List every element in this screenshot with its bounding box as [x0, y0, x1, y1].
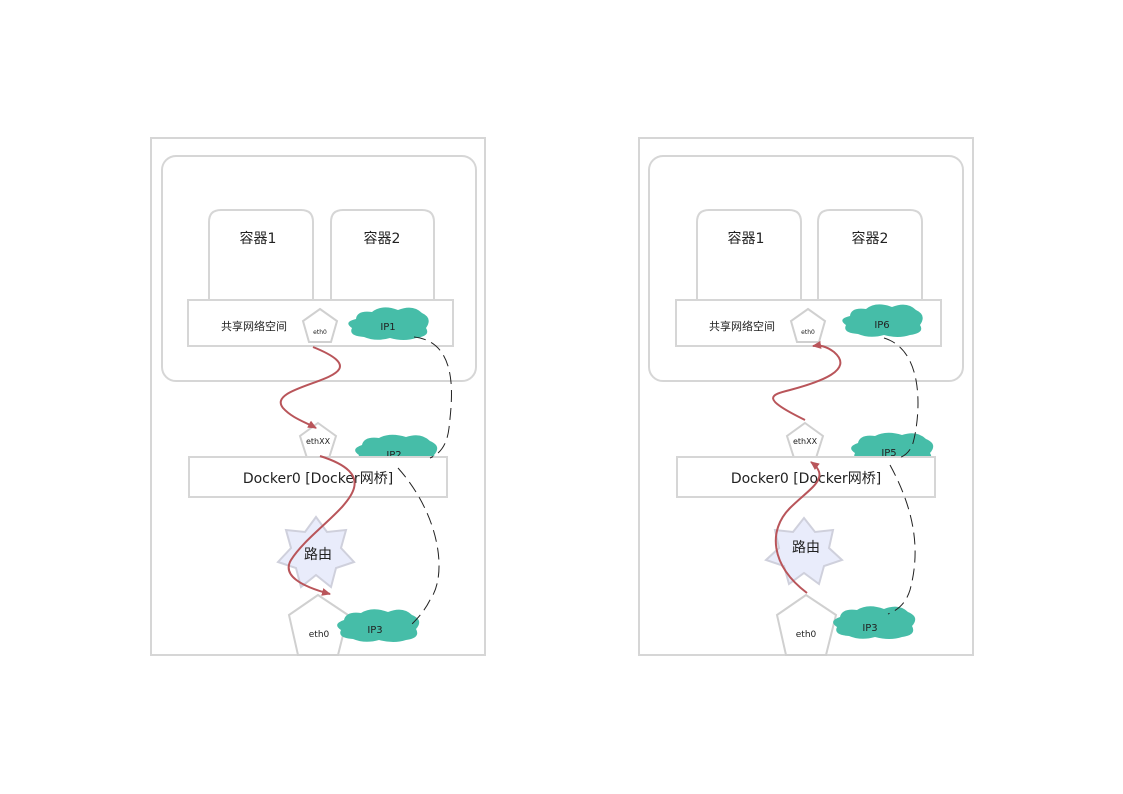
ip3-label: IP3 — [862, 623, 877, 634]
ip3-label: IP3 — [367, 625, 382, 636]
ethxx-label: ethXX — [306, 437, 331, 446]
container-2-label: 容器2 — [364, 230, 401, 247]
container-1-label: 容器1 — [728, 230, 765, 247]
ip2-label: IP2 — [386, 450, 401, 461]
container-1-box — [696, 209, 802, 300]
container-2-box — [330, 209, 435, 300]
dashed-link-ip6-ip5 — [883, 337, 919, 459]
route-arrow-ethxx-to-host-eth0 — [287, 455, 356, 596]
docker0-bridge-label: Docker0 [Docker网桥] — [243, 471, 393, 487]
docker0-bridge-box — [676, 456, 936, 498]
docker0-bridge-box — [188, 456, 448, 498]
router-label: 路由 — [792, 540, 820, 556]
host-eth0-pentagon — [775, 593, 838, 656]
route-arrow-host-eth0-to-ethxx — [774, 461, 821, 594]
ip3-cloud — [833, 606, 916, 639]
dashed-link-ip2-ip3 — [397, 467, 440, 627]
ip5-label: IP5 — [881, 448, 896, 459]
host-eth0-label: eth0 — [796, 630, 817, 640]
container-1-box — [208, 209, 314, 300]
dashed-link-ip5-ip3 — [887, 464, 916, 615]
router-label: 路由 — [304, 547, 332, 563]
inner-eth0-pentagon — [301, 307, 339, 343]
ip1-label: IP1 — [380, 322, 395, 333]
host-eth0-pentagon — [287, 593, 350, 656]
diagram-left: 容器1 容器2 共享网络空间 eth0 IP1 ethXX IP2 Docker… — [150, 137, 486, 656]
inner-eth0-label: eth0 — [313, 329, 327, 336]
ip6-cloud — [842, 304, 923, 337]
ip3-cloud — [337, 609, 420, 642]
container-2-box — [817, 209, 923, 300]
host-eth0-label: eth0 — [309, 630, 330, 640]
dashed-link-ip1-ip2 — [413, 336, 452, 459]
route-arrow-eth0-to-ethxx — [279, 346, 341, 429]
ethxx-label: ethXX — [793, 437, 818, 446]
docker0-bridge-label: Docker0 [Docker网桥] — [731, 471, 881, 487]
router-star — [276, 515, 356, 589]
container-1-label: 容器1 — [240, 230, 277, 247]
shared-network-namespace-label: 共享网络空间 — [221, 319, 287, 333]
container-2-label: 容器2 — [852, 230, 889, 247]
route-arrow-ethxx-to-inner-eth0 — [772, 340, 842, 421]
inner-eth0-pentagon — [789, 307, 827, 343]
inner-eth0-label: eth0 — [801, 329, 815, 336]
ip6-label: IP6 — [874, 320, 889, 331]
shared-network-namespace-label: 共享网络空间 — [709, 319, 775, 333]
diagram-right: 容器1 容器2 共享网络空间 eth0 IP6 ethXX IP5 Docker… — [638, 137, 974, 656]
ip1-cloud — [348, 307, 429, 340]
